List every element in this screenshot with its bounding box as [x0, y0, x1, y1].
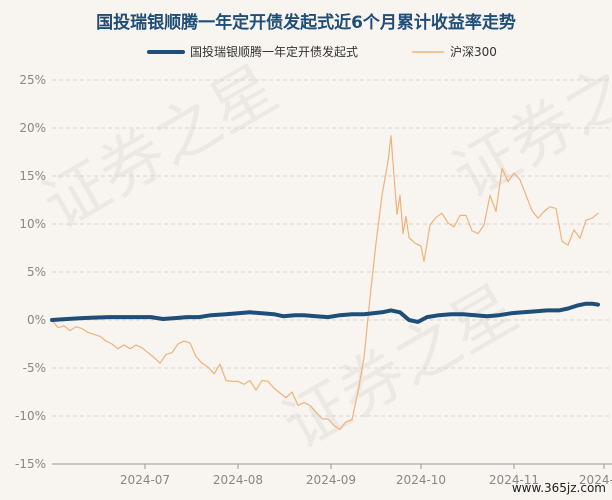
y-tick-label: 15% [19, 169, 46, 183]
x-tick-label: 2024-08 [213, 473, 263, 487]
y-tick-label: -10% [15, 409, 46, 423]
x-tick-label: 2024-12 [579, 473, 612, 487]
y-tick-label: 25% [19, 73, 46, 87]
y-tick-label: 0% [27, 313, 46, 327]
watermark-url: www.365jz.com [512, 481, 606, 495]
x-tick-label: 2024-07 [120, 473, 170, 487]
x-axis: 2024-07 2024-08 2024-09 2024-10 2024-11 2024-… [52, 463, 612, 487]
watermark-text: 证券之星 [271, 272, 530, 464]
chart-title: 国投瑞银顺腾一年定开债发起式近6个月累计收益率走势 [96, 13, 516, 33]
y-tick-label: 20% [19, 121, 46, 135]
watermark: 证券之星证券之星证券之星 [31, 22, 612, 464]
y-tick-label: -5% [23, 361, 46, 375]
y-tick-label: 5% [27, 265, 46, 279]
x-tick-label: 2024-09 [306, 473, 356, 487]
x-tick-label: 2024-11 [489, 473, 539, 487]
legend: 国投瑞银顺腾一年定开债发起式 沪深300 [147, 44, 497, 59]
legend-label-fund: 国投瑞银顺腾一年定开债发起式 [190, 44, 358, 59]
legend-label-benchmark: 沪深300 [450, 45, 497, 59]
watermark-text: 证券之星 [31, 52, 290, 244]
y-axis: 25% 20% 15% 10% 5% 0% -5% -10% -15% [15, 73, 46, 471]
plot-area [50, 135, 600, 430]
y-tick-label: 10% [19, 217, 46, 231]
x-tick-label: 2024-10 [396, 473, 446, 487]
series-line-fund [50, 301, 600, 324]
series-line-benchmark [51, 135, 599, 430]
y-tick-label: -15% [15, 457, 46, 471]
